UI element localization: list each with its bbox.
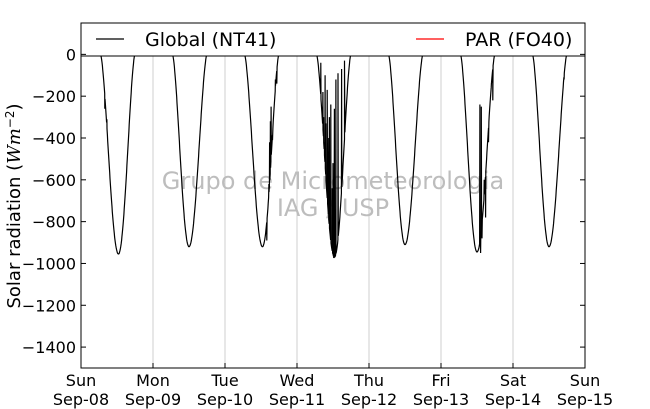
ytick-label-7: −1400 [22, 338, 76, 357]
xtick-label-day-3: Wed [280, 371, 315, 390]
series-0-day-5 [459, 54, 496, 254]
xtick-label-day-5: Fri [431, 371, 450, 390]
xtick-label-day-1: Mon [136, 371, 170, 390]
ytick-label-0: 0 [66, 45, 76, 64]
series-0-day-0 [99, 54, 136, 255]
series-0-day-4 [387, 54, 424, 246]
series-0-day-6 [531, 54, 568, 248]
ytick-label-6: −1200 [22, 296, 76, 315]
ytick-label-3: −600 [32, 171, 76, 190]
legend: Global (NT41) PAR (FO40) [80, 22, 586, 57]
ytick-label-2: −400 [32, 129, 76, 148]
xtick-label-day-4: Thu [353, 371, 384, 390]
xtick-label-day-6: Sat [500, 371, 526, 390]
xtick-label-date-4: Sep-12 [341, 390, 397, 409]
xtick-label-day-2: Tue [210, 371, 238, 390]
series-0-day-1 [171, 54, 208, 248]
legend-label-par: PAR (FO40) [465, 29, 572, 51]
xtick-label-day-7: Sun [570, 371, 600, 390]
x-axis: SunSep-08MonSep-09TueSep-10WedSep-11ThuS… [53, 363, 613, 409]
xtick-label-date-7: Sep-15 [557, 390, 613, 409]
series-0-day-3 [315, 54, 352, 259]
vertical-gridlines [152, 23, 514, 368]
xtick-label-date-2: Sep-10 [197, 390, 253, 409]
legend-label-global: Global (NT41) [145, 29, 276, 51]
ytick-label-1: −200 [32, 87, 76, 106]
ytick-label-4: −800 [32, 213, 76, 232]
xtick-label-date-0: Sep-08 [53, 390, 109, 409]
xtick-label-date-6: Sep-14 [485, 390, 541, 409]
xtick-label-date-1: Sep-09 [125, 390, 181, 409]
y-axis-label: Solar radiation (Wm−2) [3, 103, 25, 308]
xtick-label-date-5: Sep-13 [413, 390, 469, 409]
axes-frame [80, 22, 586, 369]
xtick-label-date-3: Sep-11 [269, 390, 325, 409]
series-0-day-2 [243, 54, 280, 248]
xtick-label-day-0: Sun [66, 371, 96, 390]
ytick-label-5: −1000 [22, 254, 76, 273]
y-axis: 0 −200 −400 −600 −800 −1000 −1200 −1400 [22, 45, 585, 357]
